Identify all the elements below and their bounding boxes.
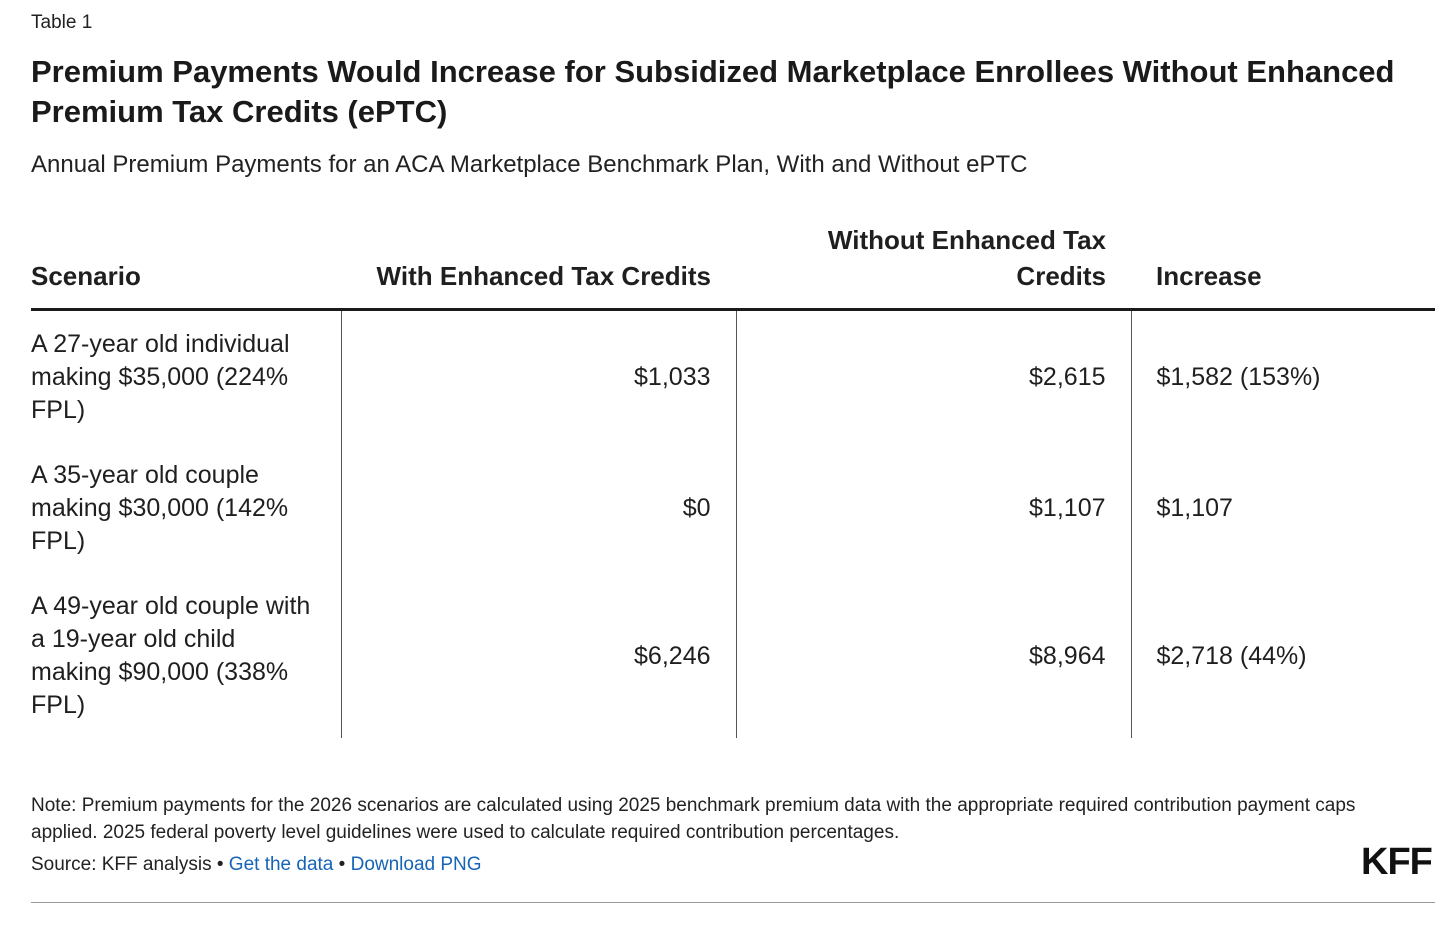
cell-with-credits: $1,033 xyxy=(340,309,736,443)
source-separator: • xyxy=(216,854,224,875)
header-without-credits: Without Enhanced Tax Credits xyxy=(736,222,1131,311)
table-header-row: Scenario With Enhanced Tax Credits Witho… xyxy=(31,222,1435,311)
header-scenario: Scenario xyxy=(31,222,341,311)
cell-with-credits: $6,246 xyxy=(340,574,736,738)
figure-title: Premium Payments Would Increase for Subs… xyxy=(31,54,1395,129)
cell-scenario: A 27-year old individual making $35,000 … xyxy=(31,329,290,424)
source-line: Source: KFF analysis • Get the data • Do… xyxy=(31,851,482,878)
figure-subtitle: Annual Premium Payments for an ACA Marke… xyxy=(31,151,1028,178)
cell-scenario: A 49-year old couple with a 19-year old … xyxy=(31,592,311,719)
figure-note: Note: Premium payments for the 2026 scen… xyxy=(31,795,1356,843)
bottom-divider xyxy=(31,902,1435,903)
table-row: A 35-year old couple making $30,000 (142… xyxy=(31,443,1435,574)
kff-logo: KFF xyxy=(1361,841,1433,883)
get-data-link[interactable]: Get the data xyxy=(228,854,334,875)
cell-increase: $1,582 (153%) xyxy=(1130,309,1435,443)
table-label: Table 1 xyxy=(31,12,93,33)
cell-without-credits: $1,107 xyxy=(735,443,1131,574)
download-png-link[interactable]: Download PNG xyxy=(350,854,482,875)
header-with-credits: With Enhanced Tax Credits xyxy=(341,222,736,311)
cell-increase: $1,107 xyxy=(1130,443,1435,574)
cell-without-credits: $8,964 xyxy=(735,574,1131,738)
source-separator: • xyxy=(338,854,346,875)
table-row: A 27-year old individual making $35,000 … xyxy=(31,309,1435,443)
premium-table: Scenario With Enhanced Tax Credits Witho… xyxy=(31,222,1435,738)
cell-scenario: A 35-year old couple making $30,000 (142… xyxy=(31,461,289,555)
source-text: Source: KFF analysis xyxy=(31,854,212,875)
cell-without-credits: $2,615 xyxy=(735,309,1131,443)
table-row: A 49-year old couple with a 19-year old … xyxy=(31,574,1435,738)
cell-increase: $2,718 (44%) xyxy=(1130,574,1435,738)
header-increase: Increase xyxy=(1131,222,1435,311)
cell-with-credits: $0 xyxy=(340,443,736,574)
